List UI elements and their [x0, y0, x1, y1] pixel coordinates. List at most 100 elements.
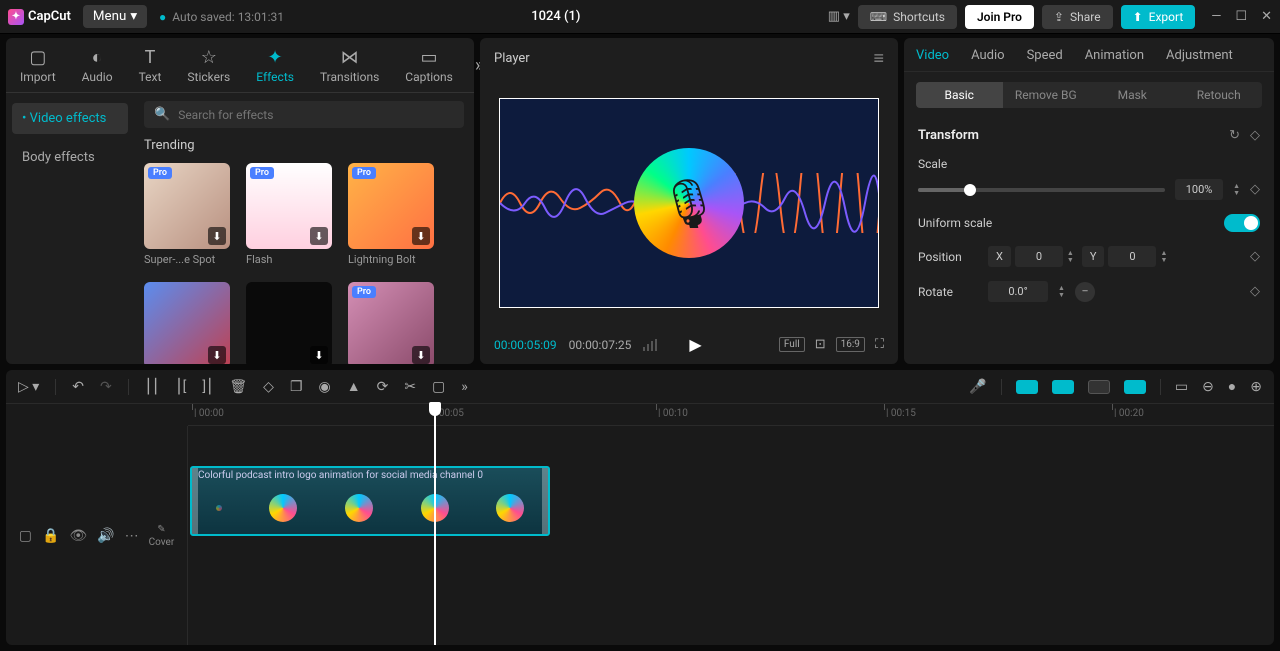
mic-icon[interactable]: 🎤	[969, 379, 986, 395]
keyframe-nav-icon[interactable]: ◇	[1250, 128, 1260, 143]
category-video-effects[interactable]: • Video effects	[12, 103, 128, 134]
download-icon[interactable]: ⬇	[412, 346, 430, 364]
track-eye-icon[interactable]: 👁	[69, 528, 87, 544]
record-icon[interactable]: ◇	[263, 379, 274, 395]
delete-icon[interactable]: 🗑	[229, 379, 247, 395]
effect-item[interactable]: Pro⬇Lightning Bolt	[348, 163, 434, 266]
copy-icon[interactable]: ❐	[290, 379, 303, 395]
prop-tab-video[interactable]: Video	[916, 48, 949, 63]
mirror-icon[interactable]: ▲	[347, 378, 361, 395]
tab-audio[interactable]: ◐Audio	[78, 44, 117, 86]
track-view-icon[interactable]: ▭	[1175, 379, 1188, 395]
position-keyframe-icon[interactable]: ◇	[1250, 249, 1260, 264]
rotate-value[interactable]: 0.0°	[988, 281, 1048, 302]
effect-item[interactable]: Pro⬇	[348, 282, 434, 364]
scale-value[interactable]: 100%	[1175, 179, 1223, 200]
tab-stickers[interactable]: ☆Stickers	[183, 44, 234, 86]
effect-item[interactable]: ⬇	[144, 282, 230, 364]
effect-item[interactable]: ⬇	[246, 282, 332, 364]
freeze-icon[interactable]: ▢	[432, 379, 445, 395]
effect-item[interactable]: Pro⬇Super-...e Spot	[144, 163, 230, 266]
track-more-icon[interactable]: ⋯	[125, 528, 139, 544]
prop-tab-adjustment[interactable]: Adjustment	[1166, 48, 1233, 63]
undo-icon[interactable]: ↶	[72, 379, 84, 395]
split-icon[interactable]: ⎮⎮	[145, 379, 160, 395]
subtab-retouch[interactable]: Retouch	[1176, 82, 1263, 108]
reverse-icon[interactable]: ◉	[319, 379, 331, 395]
menu-button[interactable]: Menu ▾	[83, 5, 147, 28]
transform-title: Transform	[918, 128, 979, 143]
maximize-button[interactable]: ☐	[1235, 9, 1247, 24]
timeline-ruler[interactable]: | 00:00| 00:05| 00:10| 00:15| 00:20	[188, 404, 1274, 426]
export-button[interactable]: ⬆ Export	[1121, 5, 1196, 29]
split-left-icon[interactable]: ⎮[	[175, 379, 186, 395]
shortcuts-button[interactable]: ⌨ Shortcuts	[858, 5, 957, 29]
join-pro-button[interactable]: Join Pro	[965, 5, 1034, 29]
rotate-keyframe-icon[interactable]: ◇	[1250, 284, 1260, 299]
tab-import[interactable]: ▢Import	[16, 44, 60, 86]
cover-button[interactable]: ✎ Cover	[149, 524, 175, 548]
search-input[interactable]	[178, 108, 454, 122]
selection-tool-icon[interactable]: ▷ ▾	[18, 379, 39, 395]
split-right-icon[interactable]: ]⎮	[202, 379, 213, 395]
close-button[interactable]: ✕	[1261, 9, 1272, 24]
search-effects[interactable]: 🔍	[144, 101, 464, 128]
ratio-full-button[interactable]: Full	[779, 337, 805, 352]
quality-indicator[interactable]	[643, 339, 657, 351]
position-x-value[interactable]: 0	[1015, 246, 1063, 267]
crop-icon[interactable]: ✂	[404, 379, 416, 395]
tab-captions[interactable]: ▭Captions	[401, 44, 457, 86]
tab-transitions[interactable]: ⋈Transitions	[316, 44, 383, 86]
rotate-icon[interactable]: ⟳	[377, 379, 389, 395]
effect-item[interactable]: Pro⬇Flash	[246, 163, 332, 266]
track-add-icon[interactable]: ▢	[19, 528, 32, 544]
play-button[interactable]: ▶	[689, 335, 701, 354]
frame-icon[interactable]: ⊡	[815, 337, 826, 352]
tab-text[interactable]: TText	[135, 44, 166, 86]
share-button[interactable]: ⇪ Share	[1042, 5, 1113, 29]
playhead[interactable]	[434, 404, 436, 645]
layout-icon[interactable]: ▥ ▾	[828, 9, 850, 24]
position-x-stepper[interactable]: ▲▼	[1067, 250, 1074, 263]
prop-tab-speed[interactable]: Speed	[1027, 48, 1063, 63]
minimize-button[interactable]: —	[1211, 9, 1221, 24]
zoom-out-icon[interactable]: ⊖	[1202, 379, 1214, 395]
position-y-stepper[interactable]: ▲▼	[1160, 250, 1167, 263]
player-canvas[interactable]: 🎙	[499, 98, 879, 308]
redo-icon[interactable]: ↷	[100, 379, 112, 395]
download-icon[interactable]: ⬇	[310, 227, 328, 245]
ratio-169-button[interactable]: 16:9	[836, 337, 865, 352]
zoom-slider-icon[interactable]: ●	[1228, 378, 1236, 395]
rotate-stepper[interactable]: ▲▼	[1058, 285, 1065, 298]
zoom-in-icon[interactable]: ⊕	[1250, 379, 1262, 395]
reset-icon[interactable]: ↻	[1229, 128, 1240, 143]
scale-stepper[interactable]: ▲▼	[1233, 183, 1240, 196]
more-tools-icon[interactable]: »	[461, 379, 468, 395]
link-toggle[interactable]	[1052, 380, 1074, 394]
prop-tab-audio[interactable]: Audio	[971, 48, 1004, 63]
fullscreen-icon[interactable]: ⛶	[875, 337, 884, 352]
subtab-basic[interactable]: Basic	[916, 82, 1003, 108]
download-icon[interactable]: ⬇	[310, 346, 328, 364]
preview-toggle[interactable]	[1088, 380, 1110, 394]
track-lock-icon[interactable]: 🔒	[42, 528, 59, 544]
position-y-value[interactable]: 0	[1108, 246, 1156, 267]
rotate-dial[interactable]: —	[1075, 282, 1095, 302]
download-icon[interactable]: ⬇	[412, 227, 430, 245]
magnet-toggle[interactable]	[1124, 380, 1146, 394]
category-body-effects[interactable]: Body effects	[12, 142, 128, 173]
tab-effects[interactable]: ✦Effects	[252, 44, 298, 86]
subtab-mask[interactable]: Mask	[1089, 82, 1176, 108]
snap-toggle[interactable]	[1016, 380, 1038, 394]
subtab-remove-bg[interactable]: Remove BG	[1003, 82, 1090, 108]
video-clip[interactable]: Colorful podcast intro logo animation fo…	[190, 466, 550, 536]
download-icon[interactable]: ⬇	[208, 227, 226, 245]
uniform-scale-toggle[interactable]	[1224, 214, 1260, 232]
clip-handle-right[interactable]	[542, 468, 548, 534]
track-mute-icon[interactable]: 🔊	[97, 528, 114, 544]
prop-tab-animation[interactable]: Animation	[1085, 48, 1144, 63]
scale-slider[interactable]	[918, 188, 1165, 192]
player-menu-button[interactable]: ≡	[873, 48, 884, 69]
download-icon[interactable]: ⬇	[208, 346, 226, 364]
scale-keyframe-icon[interactable]: ◇	[1250, 182, 1260, 197]
